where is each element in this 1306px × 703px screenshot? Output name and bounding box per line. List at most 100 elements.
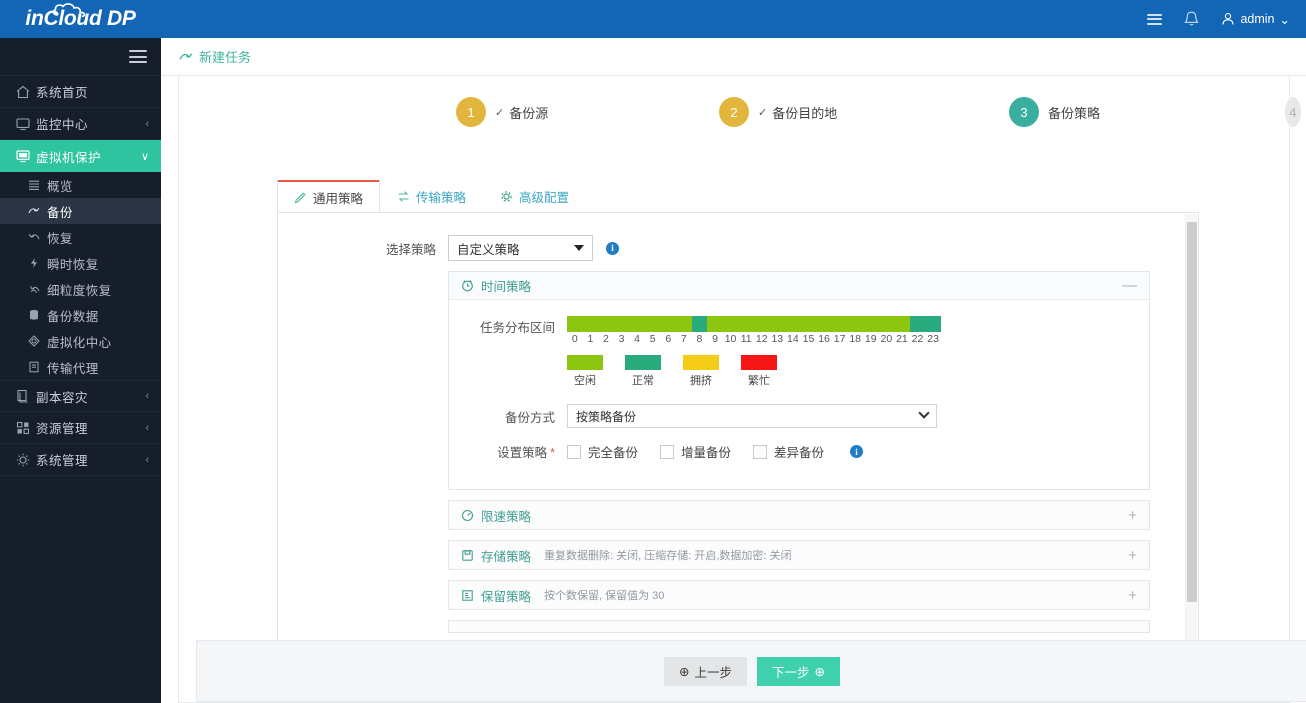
time-policy-header[interactable]: 时间策略 — [449, 272, 1149, 300]
accordion-title: 存储策略 [481, 549, 532, 564]
scrollbar-thumb[interactable] [1187, 222, 1197, 602]
sidebar-collapse-button[interactable] [0, 38, 161, 76]
agent-icon [28, 361, 47, 373]
policy-select[interactable]: 自定义策略 [448, 235, 593, 261]
sidebar-item-granular-restore[interactable]: 细粒度恢复 [0, 276, 161, 302]
timeline-hour-segment[interactable] [738, 316, 754, 332]
sidebar-item-label: 系统管理 [36, 454, 89, 468]
pencil-icon [294, 191, 307, 204]
timeline-hour-segment[interactable] [800, 316, 817, 332]
expand-icon[interactable]: + [1128, 546, 1137, 564]
timeline-hour-segment[interactable] [598, 316, 614, 332]
step-backup-destination[interactable]: 2 ✓ 备份目的地 [719, 97, 837, 127]
sidebar-item-backup-data[interactable]: 备份数据 [0, 302, 161, 328]
timeline-hour-segment[interactable] [629, 316, 645, 332]
timeline-hour-segment[interactable] [660, 316, 677, 332]
timeline-hour-segment[interactable] [582, 316, 599, 332]
virtual-icon [28, 335, 47, 347]
sidebar-item-transfer-agent[interactable]: 传输代理 [0, 354, 161, 380]
checkbox-full-backup[interactable]: 完全备份 [567, 442, 638, 461]
timeline-hour-segment[interactable] [707, 316, 723, 332]
accordion-title: 限速策略 [481, 509, 532, 524]
timeline-hour-segment[interactable] [862, 316, 879, 332]
timeline-hour-tick: 14 [787, 333, 799, 345]
timeline-hour-ticks: 0 1 2 3 4 5 6 7 8 9 10 11 12 13 14 15 16 17 18 19 20 21 22 23 [567, 333, 941, 345]
backup-method-select[interactable]: 按策略备份 [567, 404, 937, 428]
expand-icon[interactable]: + [1128, 586, 1137, 604]
timeline-hour-segment[interactable] [691, 316, 708, 332]
sidebar-item-label: 虚拟机保护 [36, 150, 102, 165]
sidebar-item-backup[interactable]: 备份 [0, 198, 161, 224]
retain-icon [461, 589, 474, 602]
sidebar-item-replica-dr[interactable]: 副本容灾 ‹ [0, 380, 161, 412]
collapse-icon[interactable]: — [1122, 277, 1137, 294]
timeline-hour-segment[interactable] [769, 316, 786, 332]
info-icon[interactable]: i [606, 241, 619, 255]
timeline-hour-segment[interactable] [785, 316, 801, 332]
sidebar-item-restore[interactable]: 恢复 [0, 224, 161, 250]
sidebar-item-vm-protection[interactable]: 虚拟机保护 ∨ [0, 140, 161, 172]
timeline-legend: 空闲 正常 拥挤 繁忙 [567, 355, 1149, 388]
timeline-hour-segment[interactable] [722, 316, 739, 332]
timeline-hour-segment[interactable] [644, 316, 661, 332]
sidebar-item-home[interactable]: 系统首页 [0, 76, 161, 108]
legend-swatch [741, 355, 777, 370]
checkbox-differential-backup[interactable]: 差异备份 [753, 442, 824, 461]
user-menu[interactable]: admin ⌄ [1221, 12, 1290, 27]
checkbox-box[interactable] [753, 444, 768, 459]
bell-icon[interactable] [1184, 11, 1200, 27]
timeline-hour-tick: 22 [911, 333, 924, 345]
timeline-hour-segment[interactable] [847, 316, 863, 332]
restore-icon [28, 231, 47, 243]
timeline-hour-segment[interactable] [878, 316, 895, 332]
timeline-hour-segment[interactable] [567, 316, 583, 332]
timeline-hour-segment[interactable] [831, 316, 848, 332]
timeline-hour-segment[interactable] [753, 316, 770, 332]
checkbox-box[interactable] [567, 444, 581, 459]
time-policy-body: 任务分布区间 0 1 2 3 4 5 6 7 8 9 10 11 12 13 14 15 16 17 18 19 20 2… [449, 300, 1149, 489]
chevron-down-icon: ⌄ [1279, 12, 1290, 27]
next-policy-header-partial[interactable] [449, 621, 1149, 632]
tab-advanced-config[interactable]: 高级配置 [483, 180, 586, 213]
tab-transfer-policy[interactable]: 传输策略 [380, 180, 483, 213]
info-icon[interactable]: i [850, 445, 864, 458]
sidebar-item-overview[interactable]: 概览 [0, 172, 161, 198]
storage-policy-header[interactable]: 存储策略 重复数据删除: 关闭, 压缩存储: 开启,数据加密: 关闭 + [449, 541, 1149, 569]
timeline-hour-segment[interactable] [613, 316, 630, 332]
copy-icon [16, 389, 36, 403]
list-menu-icon[interactable] [1147, 13, 1163, 25]
sidebar-item-instant-restore[interactable]: 瞬时恢复 [0, 250, 161, 276]
step-number: 1 [456, 97, 486, 127]
timeline-hour-segment[interactable] [909, 316, 926, 332]
sidebar-item-system-mgmt[interactable]: 系统管理 ‹ [0, 444, 161, 476]
step-backup-source[interactable]: 1 ✓ 备份源 [456, 97, 548, 127]
caret-icon: ‹ [145, 390, 149, 402]
next-policy-accordion-partial[interactable] [448, 620, 1150, 633]
sidebar-subitem-label: 细粒度恢复 [47, 283, 112, 298]
timeline-bar[interactable] [567, 316, 941, 332]
sidebar-nav: 系统首页 监控中心 ‹ 虚拟机保护 ∨ [0, 76, 161, 476]
timeline-hour-segment[interactable] [676, 316, 692, 332]
previous-step-button[interactable]: ⊕ 上一步 [664, 656, 747, 686]
timeline-hour-segment[interactable] [894, 316, 910, 332]
timeline-hour-segment[interactable] [816, 316, 832, 332]
expand-icon[interactable]: + [1128, 506, 1137, 524]
tab-general-policy[interactable]: 通用策略 [277, 180, 381, 213]
check-icon: ✓ [495, 106, 505, 119]
step-label: 备份目的地 [772, 105, 838, 121]
sidebar-item-monitoring[interactable]: 监控中心 ‹ [0, 108, 161, 140]
step-confirm-config[interactable]: 4 确认配置 [1285, 93, 1306, 131]
step-backup-policy[interactable]: 3 备份策略 [1009, 97, 1100, 127]
clock-icon [461, 279, 474, 292]
sidebar-item-virtualization-center[interactable]: 虚拟化中心 [0, 328, 161, 354]
legend-label: 空闲 [574, 375, 596, 387]
next-step-button[interactable]: 下一步 ⊕ [757, 656, 840, 686]
vertical-scrollbar[interactable] [1185, 214, 1197, 648]
sidebar-item-resource-mgmt[interactable]: 资源管理 ‹ [0, 412, 161, 444]
checkbox-incremental-backup[interactable]: 增量备份 [660, 442, 731, 461]
task-distribution-timeline[interactable]: 0 1 2 3 4 5 6 7 8 9 10 11 12 13 14 15 16 17 18 19 20 21 22 23 [567, 316, 941, 345]
retention-policy-header[interactable]: 保留策略 按个数保留, 保留值为 30 + [449, 581, 1149, 609]
timeline-hour-segment[interactable] [925, 316, 941, 332]
checkbox-box[interactable] [660, 444, 675, 459]
rate-limit-policy-header[interactable]: 限速策略 + [449, 501, 1149, 529]
